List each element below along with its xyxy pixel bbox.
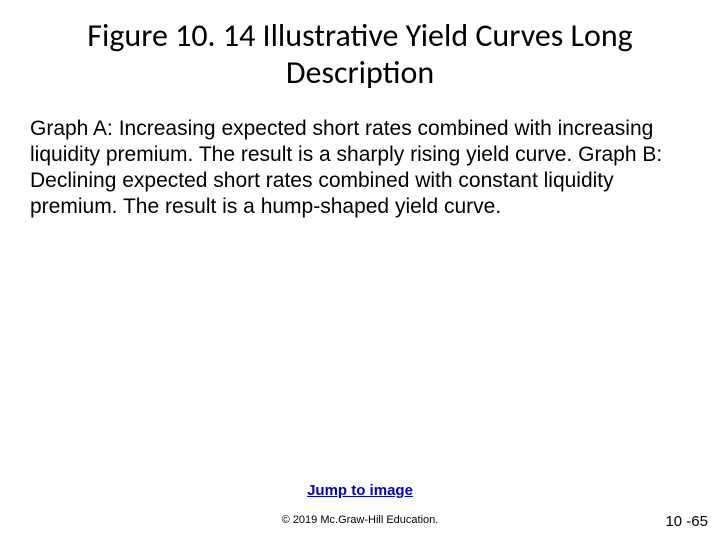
page-number: 10 -65 — [665, 513, 708, 530]
description-text: Graph A: Increasing expected short rates… — [0, 102, 720, 221]
copyright-text: © 2019 Mc.Graw-Hill Education. — [0, 514, 720, 526]
slide-title: Figure 10. 14 Illustrative Yield Curves … — [0, 0, 720, 102]
link-row: Jump to image — [0, 482, 720, 500]
jump-to-image-link[interactable]: Jump to image — [307, 482, 413, 499]
slide: Figure 10. 14 Illustrative Yield Curves … — [0, 0, 720, 540]
